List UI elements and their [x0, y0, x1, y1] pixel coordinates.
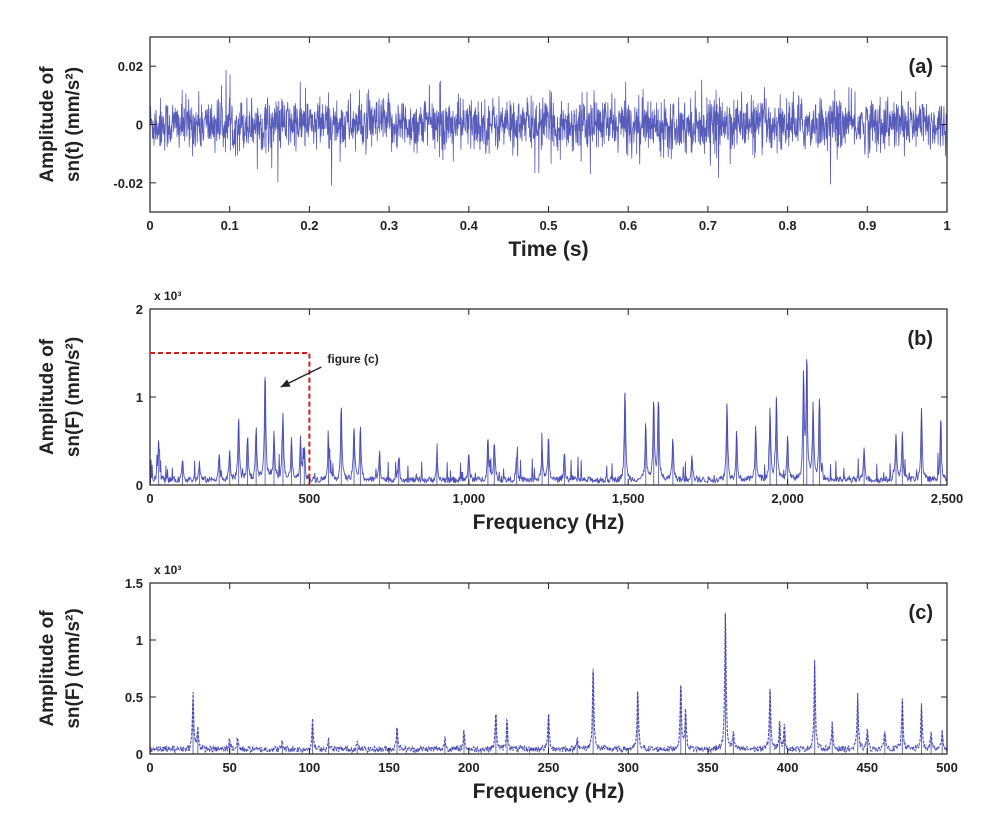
x-tick-label: 400: [777, 760, 799, 775]
y-tick-label: 2: [136, 302, 143, 317]
y-axis-title-line2: sn(F) (mm/s²): [63, 608, 84, 728]
x-tick-label: 0.5: [539, 218, 557, 233]
x-tick-label: 0.2: [300, 218, 318, 233]
x-axis-title: Frequency (Hz): [473, 780, 625, 803]
x-tick-label: 1,000: [453, 491, 486, 506]
scale-multiplier-label: x 10³: [154, 563, 181, 577]
panel-label: (a): [909, 56, 933, 78]
x-tick-label: 150: [378, 760, 400, 775]
x-tick-label: 0: [146, 760, 153, 775]
x-tick-label: 300: [617, 760, 639, 775]
signal-group: [150, 359, 947, 485]
y-axis-title-line1: Amplitude of: [37, 338, 58, 455]
panel-b: 0 500 1,000 1,500 2,000 2,500 0 1 2 Frequency (Hz…: [37, 289, 963, 534]
x-tick-label: 0.4: [460, 218, 479, 233]
x-tick-label: 0.9: [858, 218, 876, 233]
x-tick-label: 250: [538, 760, 560, 775]
x-tick-label: 1,500: [612, 491, 645, 506]
spectrum-trace: [150, 613, 947, 754]
x-tick-label: 500: [299, 491, 321, 506]
x-tick-label: 0.6: [619, 218, 637, 233]
x-tick-label: 2,000: [771, 491, 804, 506]
x-tick-label: 200: [458, 760, 480, 775]
y-axis-title-line1: Amplitude of: [37, 66, 58, 183]
panel-label: (c): [909, 602, 933, 624]
time-signal-trace: [150, 69, 947, 186]
x-tick-label: 50: [222, 760, 236, 775]
y-axis-title-line2: sn(t) (mm/s²): [63, 67, 84, 182]
panel-label: (b): [907, 328, 933, 350]
x-tick-label: 100: [299, 760, 321, 775]
x-tick-label: 0.8: [779, 218, 797, 233]
y-axis-title: Amplitude of sn(F) (mm/s²): [37, 337, 84, 457]
y-tick-label: 0: [136, 747, 143, 762]
y-tick-label: 0: [136, 118, 143, 133]
x-tick-label: 2,500: [931, 491, 964, 506]
annotation-text: figure (c): [327, 352, 378, 366]
signal-group: [150, 612, 947, 754]
signal-group: [150, 69, 947, 186]
spectrum-trace: [150, 359, 947, 485]
y-tick-label: -0.02: [113, 176, 143, 191]
x-tick-label: 350: [697, 760, 719, 775]
y-tick-label: 0: [136, 478, 143, 493]
scale-multiplier-label: x 10³: [154, 289, 181, 303]
y-axis-title: Amplitude of sn(t) (mm/s²): [37, 66, 84, 183]
y-tick-label: 1.5: [125, 576, 143, 591]
y-tick-label: 1: [136, 633, 143, 648]
x-tick-label: 450: [856, 760, 878, 775]
x-tick-label: 1: [943, 218, 950, 233]
x-tick-label: 0: [146, 218, 153, 233]
x-tick-label: 0.1: [221, 218, 239, 233]
y-tick-label: 0.02: [118, 59, 143, 74]
x-tick-label: 500: [936, 760, 958, 775]
y-axis-title-line1: Amplitude of: [37, 610, 58, 727]
panel-c: 0 50 100 150 200 250 300 350 400 450 500 0 0.5 1 1.5 Fr…: [37, 563, 958, 803]
x-tick-label: 0.3: [380, 218, 398, 233]
y-tick-label: 0.5: [125, 690, 143, 705]
y-axis-title: Amplitude of sn(F) (mm/s²): [37, 608, 84, 728]
x-tick-label: 0.7: [699, 218, 717, 233]
y-tick-label: 1: [136, 390, 143, 405]
panel-a: 0 0.1 0.2 0.3 0.4 0.5 0.6 0.7 0.8 0.9 1 -0.02 0 0.02 T…: [37, 36, 951, 261]
x-tick-label: 0: [146, 491, 153, 506]
y-axis-title-line2: sn(F) (mm/s²): [63, 337, 84, 457]
x-axis-title: Time (s): [508, 238, 588, 261]
annotation-arrow-head: [280, 379, 291, 387]
x-axis-title: Frequency (Hz): [473, 511, 625, 534]
